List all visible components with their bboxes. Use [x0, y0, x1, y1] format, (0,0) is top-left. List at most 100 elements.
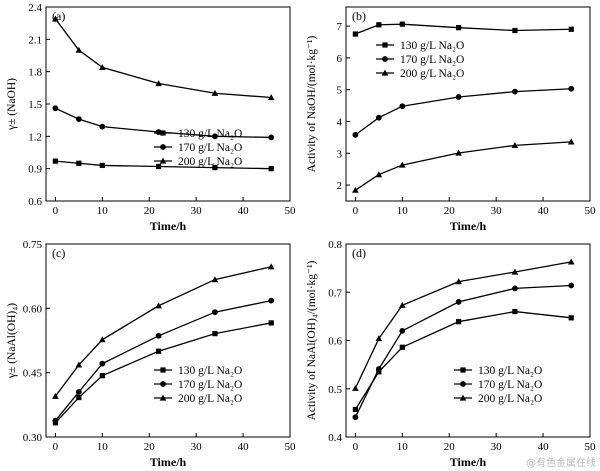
data-point	[268, 166, 274, 172]
series-line-3	[54, 18, 272, 99]
data-point	[399, 161, 406, 168]
data-point	[99, 162, 105, 169]
y-tick-label: 4	[337, 116, 343, 128]
legend: 130 g/L Na₂O 170 g/L Na₂O 200 g/L Na₂O	[154, 128, 242, 168]
data-point	[99, 63, 106, 70]
x-tick-label: 10	[397, 205, 409, 217]
data-point	[75, 46, 83, 53]
y-axis-label: γ± (NaOH)	[6, 78, 18, 131]
data-point	[512, 88, 518, 95]
data-point	[455, 149, 462, 156]
data-point	[399, 301, 406, 308]
data-point	[512, 308, 518, 315]
legend-entry: 170 g/L Na₂O	[178, 142, 242, 154]
data-point	[456, 25, 462, 31]
y-axis-label: Activity of NaOH/(mol·kg⁻¹)	[306, 36, 318, 173]
data-point	[568, 282, 575, 289]
data-point	[75, 389, 82, 395]
x-tick-label: 0	[53, 441, 59, 453]
data-point	[212, 309, 218, 316]
data-point	[568, 26, 574, 32]
panel-b: 0 10 20 30 40 50 2 3 4 5 6 7 Time/h Activity of NaOH/…	[306, 6, 597, 233]
data-point	[568, 315, 574, 321]
data-point	[267, 94, 275, 101]
x-tick-label: 40	[238, 441, 250, 453]
x-tick-label: 30	[191, 441, 203, 453]
data-point	[99, 360, 106, 367]
y-tick-label: 3	[337, 148, 343, 160]
data-point	[212, 164, 218, 171]
series-line-3	[355, 141, 572, 191]
data-point	[212, 133, 218, 140]
data-point	[511, 268, 519, 275]
x-tick-label: 50	[285, 205, 297, 217]
legend-entry: 130 g/L Na₂O	[400, 40, 464, 52]
data-point	[211, 276, 219, 283]
legend-marker	[159, 157, 167, 164]
data-point	[76, 160, 82, 166]
data-point	[375, 366, 382, 372]
series-line-3	[54, 266, 272, 397]
x-tick-label: 20	[444, 205, 456, 217]
data-point	[155, 332, 162, 339]
series-line-2	[355, 88, 572, 136]
data-point	[99, 336, 106, 343]
data-point	[268, 134, 275, 141]
data-point	[268, 297, 275, 304]
plot-frame	[345, 243, 591, 438]
x-tick-label: 50	[585, 205, 597, 217]
data-point	[268, 320, 274, 326]
data-point	[352, 131, 359, 138]
x-tick-label: 20	[144, 441, 156, 453]
data-point	[399, 21, 405, 27]
y-tick-label: 0.7	[328, 287, 342, 299]
series-line-3	[354, 261, 572, 389]
y-axis-label: Activity of NaAl(OH)₄/(mol·kg⁻¹)	[306, 260, 318, 420]
data-point	[512, 27, 518, 34]
legend-entry: 130 g/L Na₂O	[478, 365, 542, 377]
legend-marker	[160, 144, 166, 150]
legend-entry: 130 g/L Na₂O	[178, 365, 242, 377]
series-line-2	[54, 299, 272, 422]
y-tick-label: 0.8	[328, 239, 342, 251]
x-tick-label: 10	[97, 205, 109, 217]
x-axis-label: Time/h	[450, 219, 487, 233]
legend-marker	[160, 381, 166, 387]
y-tick-label: 6	[337, 53, 343, 65]
legend: 130 g/L Na₂O 170 g/L Na₂O 200 g/L Na₂O	[154, 365, 242, 405]
data-point	[99, 123, 106, 130]
x-tick-label: 40	[538, 205, 550, 217]
legend-marker	[160, 367, 166, 373]
panel-label: (c)	[52, 246, 65, 260]
data-point	[155, 80, 162, 87]
panel-c: 0 10 20 30 40 50 0.30 0.45 0.60 0.75 Time/h γ± (NaA…	[6, 239, 296, 469]
data-point	[568, 85, 575, 92]
panel-label: (b)	[352, 9, 366, 23]
data-point	[375, 335, 383, 342]
data-point	[567, 138, 575, 145]
legend: 130 g/L Na₂O 170 g/L Na₂O 200 g/L Na₂O	[454, 365, 542, 405]
legend-marker	[381, 69, 389, 76]
data-point	[99, 373, 105, 379]
data-point	[76, 394, 82, 401]
x-tick-label: 40	[238, 205, 250, 217]
data-point	[267, 263, 275, 270]
x-axis-label: Time/h	[450, 455, 487, 469]
x-tick-label: 50	[585, 441, 597, 453]
series-line-2	[55, 107, 272, 139]
x-tick-label: 10	[397, 441, 409, 453]
y-tick-label: 0.6	[28, 196, 42, 208]
y-tick-label: 1.2	[28, 131, 42, 143]
series-line-1	[355, 23, 572, 35]
y-axis-label: γ± (NaAl(OH)₄)	[6, 303, 18, 379]
legend-marker	[460, 381, 466, 387]
data-point	[75, 361, 83, 368]
y-tick-label: 0.5	[328, 384, 342, 396]
data-point	[156, 163, 162, 170]
data-point	[375, 114, 382, 121]
y-tick-label: 0.30	[23, 432, 43, 444]
x-tick-label: 30	[191, 205, 203, 217]
data-point	[52, 392, 59, 399]
series-line-1	[55, 160, 272, 170]
